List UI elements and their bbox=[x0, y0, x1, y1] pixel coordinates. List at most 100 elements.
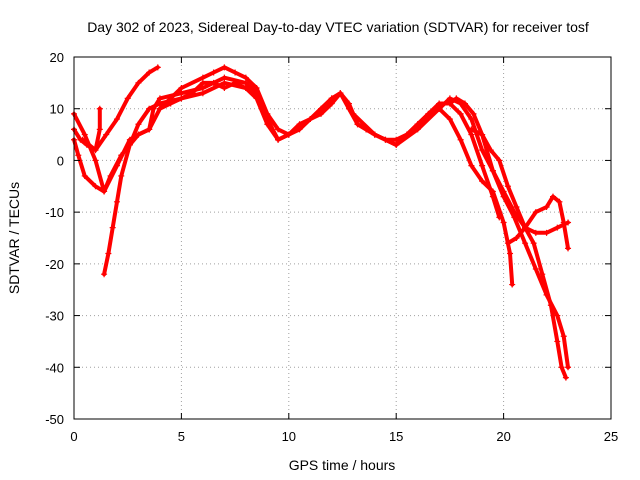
data-point bbox=[539, 271, 546, 278]
data-point bbox=[232, 69, 239, 76]
data-point bbox=[328, 100, 335, 107]
data-point bbox=[414, 121, 421, 128]
series-line bbox=[447, 96, 568, 380]
x-tick-label: 25 bbox=[604, 429, 618, 444]
data-point bbox=[532, 209, 539, 216]
data-point bbox=[513, 203, 520, 210]
data-point bbox=[354, 121, 361, 128]
data-point bbox=[565, 364, 572, 371]
data-point bbox=[81, 131, 88, 138]
data-point bbox=[264, 121, 271, 128]
data-point bbox=[554, 338, 561, 345]
x-tick-label: 15 bbox=[389, 429, 403, 444]
data-point bbox=[156, 100, 163, 107]
data-point bbox=[530, 240, 537, 247]
data-point bbox=[318, 110, 325, 117]
data-point bbox=[178, 95, 185, 102]
series-track-9 bbox=[504, 193, 572, 252]
data-point bbox=[199, 79, 206, 86]
data-point bbox=[554, 224, 561, 231]
data-point bbox=[199, 74, 206, 81]
data-point bbox=[436, 105, 443, 112]
data-point bbox=[285, 131, 292, 138]
series-line bbox=[157, 65, 570, 235]
grid bbox=[74, 57, 611, 419]
data-point bbox=[468, 162, 475, 169]
x-tick-label: 5 bbox=[178, 429, 185, 444]
data-point bbox=[532, 266, 539, 273]
y-tick-label: -50 bbox=[45, 412, 64, 427]
data-point bbox=[96, 126, 103, 133]
data-point bbox=[101, 188, 108, 195]
data-point bbox=[124, 95, 131, 102]
data-point bbox=[457, 136, 464, 143]
data-point bbox=[532, 229, 539, 236]
data-point bbox=[425, 110, 432, 117]
series-track-1 bbox=[71, 74, 503, 221]
data-point bbox=[146, 69, 153, 76]
data-point bbox=[522, 240, 529, 247]
data-point bbox=[504, 240, 511, 247]
data-point bbox=[558, 364, 565, 371]
data-point bbox=[126, 141, 133, 148]
data-point bbox=[156, 95, 163, 102]
data-point bbox=[500, 193, 507, 200]
data-point bbox=[113, 162, 120, 169]
data-series bbox=[71, 64, 572, 381]
data-point bbox=[479, 147, 486, 154]
series-line bbox=[72, 80, 515, 287]
data-point bbox=[489, 188, 496, 195]
data-point bbox=[275, 136, 282, 143]
data-point bbox=[135, 79, 142, 86]
series-track-4 bbox=[101, 79, 249, 278]
axis-ticks: 0 5 10 15 20 25 20 10 0 -10 -20 -30 -40 -50 bbox=[45, 50, 618, 444]
data-point bbox=[275, 126, 282, 133]
x-tick-label: 20 bbox=[496, 429, 510, 444]
plot-frame bbox=[73, 56, 612, 420]
y-tick-label: -40 bbox=[45, 360, 64, 375]
data-point bbox=[560, 333, 567, 340]
data-point bbox=[496, 157, 503, 164]
y-tick-label: -10 bbox=[45, 205, 64, 220]
series-track-8 bbox=[468, 126, 572, 371]
data-point bbox=[105, 250, 112, 257]
data-point bbox=[522, 224, 529, 231]
data-point bbox=[101, 271, 108, 278]
data-point bbox=[507, 250, 514, 257]
data-point bbox=[337, 90, 344, 97]
data-point bbox=[328, 95, 335, 102]
data-point bbox=[210, 79, 217, 86]
data-point bbox=[543, 203, 550, 210]
data-point bbox=[242, 74, 249, 81]
data-point bbox=[504, 183, 511, 190]
data-point bbox=[371, 131, 378, 138]
data-point bbox=[350, 110, 357, 117]
y-tick-label: 0 bbox=[57, 153, 64, 168]
data-point bbox=[307, 116, 314, 123]
chart-title: Day 302 of 2023, Sidereal Day-to-day VTE… bbox=[87, 19, 589, 35]
data-point bbox=[446, 100, 453, 107]
data-point bbox=[509, 281, 516, 288]
data-point bbox=[113, 116, 120, 123]
y-axis-label: SDTVAR / TECUs bbox=[6, 182, 22, 294]
data-point bbox=[109, 224, 116, 231]
series-track-5 bbox=[79, 64, 161, 154]
data-point bbox=[513, 235, 520, 241]
data-point bbox=[393, 136, 400, 143]
data-point bbox=[113, 198, 120, 205]
data-point bbox=[242, 85, 249, 92]
data-point bbox=[562, 374, 569, 381]
data-point bbox=[178, 90, 185, 97]
data-point bbox=[103, 131, 110, 138]
series-line bbox=[80, 65, 160, 153]
data-point bbox=[511, 214, 518, 221]
data-point bbox=[81, 172, 88, 179]
y-tick-label: 10 bbox=[50, 102, 64, 117]
data-point bbox=[446, 95, 453, 102]
x-tick-label: 10 bbox=[282, 429, 296, 444]
data-point bbox=[453, 95, 460, 102]
data-point bbox=[457, 110, 464, 117]
data-point bbox=[446, 116, 453, 123]
data-point bbox=[199, 85, 206, 92]
